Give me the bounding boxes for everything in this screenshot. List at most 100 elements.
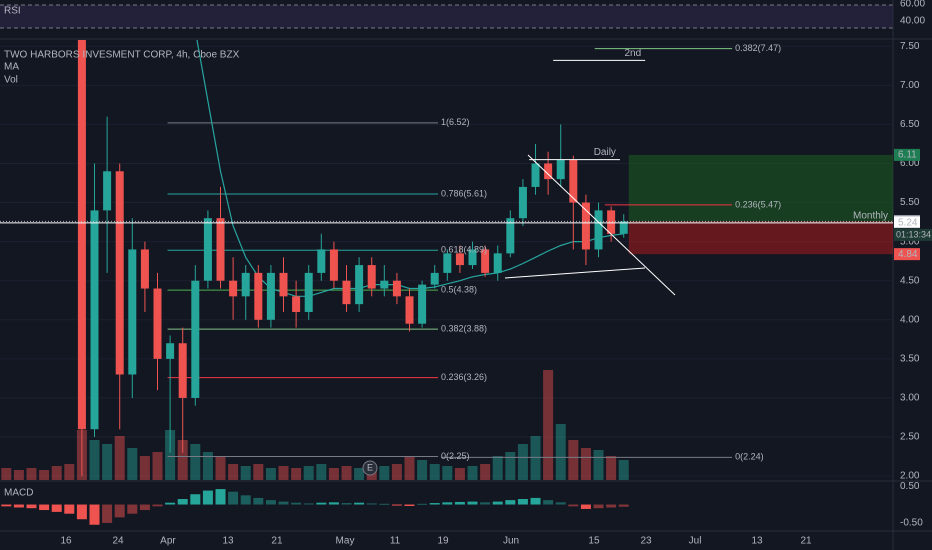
volume-bar — [492, 456, 503, 480]
macd-histogram — [568, 504, 579, 507]
x-tick-label: Apr — [160, 536, 176, 547]
candle-body — [619, 221, 628, 234]
volume-bar — [568, 440, 579, 480]
x-tick-label: Jul — [689, 536, 702, 547]
fib-label: 0.382(3.88) — [441, 324, 487, 334]
macd-label: MACD — [4, 488, 33, 499]
candle-body — [153, 288, 162, 359]
candle-body — [241, 272, 250, 297]
macd-histogram — [278, 501, 289, 505]
annotation-label: Monthly — [853, 211, 888, 222]
volume-bar — [253, 464, 264, 480]
candle-body — [506, 218, 515, 254]
volume-bar — [530, 436, 541, 480]
earnings-marker[interactable] — [362, 460, 378, 476]
volume-bar — [13, 470, 24, 480]
macd-histogram — [202, 490, 213, 505]
x-tick-label: 23 — [640, 536, 652, 547]
candle-body — [140, 249, 149, 289]
volume-bar — [606, 456, 617, 480]
x-tick-label: 24 — [113, 536, 125, 547]
candle-body — [367, 265, 376, 289]
x-tick-label: 11 — [390, 536, 401, 547]
volume-bar — [429, 464, 440, 480]
x-tick-label: 16 — [60, 536, 72, 547]
volume-bar — [190, 444, 201, 480]
candle-body — [518, 186, 527, 219]
candle-body — [392, 280, 401, 297]
candle-body — [128, 249, 137, 375]
candle-body — [292, 296, 301, 312]
rsi-band — [0, 5, 893, 28]
volume-bar — [240, 466, 251, 480]
macd-histogram — [606, 504, 617, 508]
x-tick-label: 21 — [800, 536, 812, 547]
volume-bar — [328, 468, 339, 480]
volume-bar — [303, 466, 314, 480]
rsi-label: RSI — [4, 6, 21, 17]
candle-body — [430, 272, 439, 285]
macd-histogram — [253, 497, 264, 505]
macd-histogram — [152, 504, 163, 507]
fib-label: 0.618(4.89) — [441, 245, 487, 255]
macd-histogram — [328, 502, 339, 505]
candle-body — [115, 171, 124, 375]
fib-label: 0.236(3.26) — [441, 372, 487, 382]
macd-histogram — [379, 503, 390, 505]
macd-histogram — [215, 489, 226, 505]
volume-bar — [543, 370, 554, 480]
macd-histogram — [1, 504, 12, 507]
candle-body — [607, 210, 616, 234]
fib-label: 1(6.52) — [441, 117, 470, 127]
countdown-box — [894, 228, 932, 241]
candle-body — [468, 249, 477, 266]
macd-histogram — [454, 501, 465, 505]
candle-body — [355, 265, 364, 305]
y-tick-label: 6.00 — [900, 158, 920, 169]
candle-body — [191, 280, 200, 398]
x-tick-label: 21 — [271, 536, 283, 547]
candle-body — [544, 163, 553, 180]
y-tick-label: 7.50 — [900, 41, 920, 52]
volume-bar — [177, 440, 188, 480]
macd-histogram — [51, 504, 62, 512]
macd-histogram — [240, 495, 251, 505]
volume-bar — [165, 430, 176, 480]
candle-body — [405, 296, 414, 324]
macd-histogram — [555, 502, 566, 505]
x-tick-label: 19 — [437, 536, 449, 547]
annotation-label: Daily — [594, 147, 616, 158]
macd-histogram — [618, 504, 629, 507]
candle-body — [304, 272, 313, 312]
macd-histogram — [102, 504, 113, 523]
volume-bar — [1, 468, 12, 480]
macd-histogram — [139, 504, 150, 511]
fib-label: 0(2.25) — [441, 451, 470, 461]
macd-histogram — [366, 503, 377, 505]
macd-histogram — [354, 502, 365, 505]
candle-body — [229, 280, 238, 297]
candle-body — [254, 272, 263, 320]
earnings-label: E — [367, 462, 373, 472]
volume-bar — [580, 448, 591, 480]
candle-body — [279, 272, 288, 297]
macd-histogram — [190, 494, 201, 505]
candle-body — [166, 343, 175, 359]
macd-histogram — [467, 501, 478, 505]
macd-histogram — [165, 502, 176, 505]
candle-body — [317, 249, 326, 273]
x-tick-label: 15 — [588, 536, 600, 547]
volume-bar — [555, 424, 566, 480]
candle-body — [556, 159, 565, 180]
candle-body — [203, 218, 212, 281]
volume-bar — [442, 466, 453, 480]
macd-histogram — [291, 502, 302, 505]
fib-label: 0.786(5.61) — [441, 188, 487, 198]
y-tick-label: 5.50 — [900, 197, 920, 208]
volume-bar — [517, 444, 528, 480]
price-tag — [894, 248, 920, 261]
macd-histogram — [228, 491, 239, 505]
macd-histogram — [580, 504, 591, 509]
